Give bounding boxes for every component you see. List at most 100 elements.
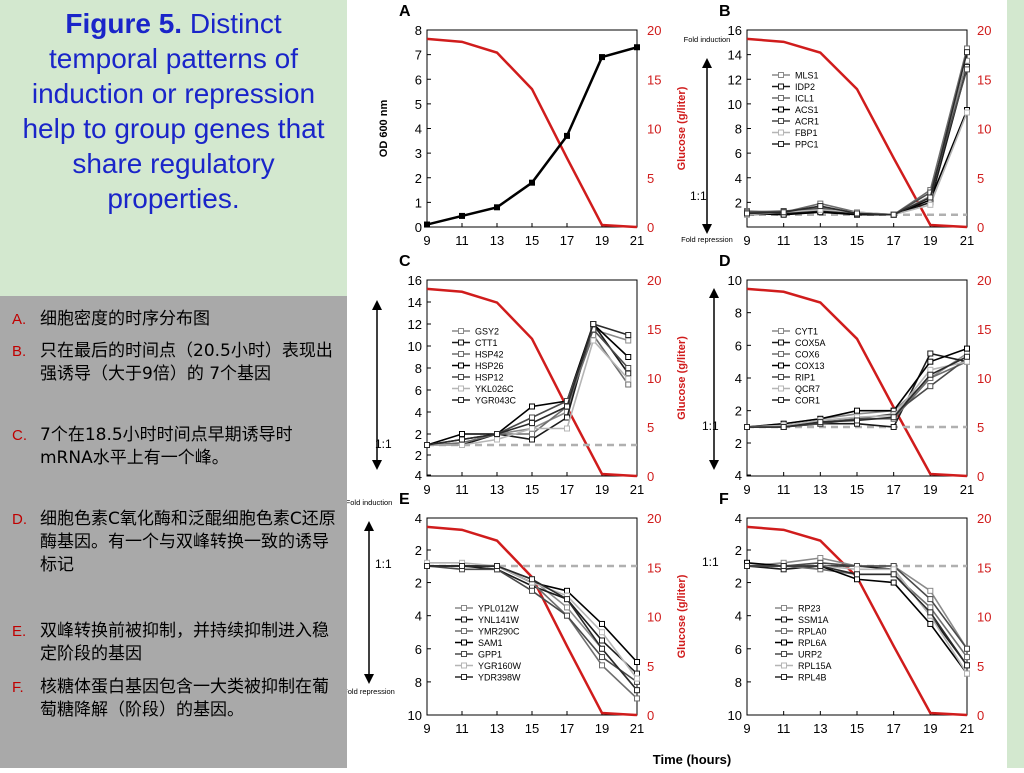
y-tick-label: 2	[735, 404, 742, 419]
list-item-text: 双峰转换前被抑制，并持续抑制进入稳定阶段的基因	[40, 621, 329, 664]
x-tick-label: 17	[886, 721, 900, 736]
series-point	[634, 659, 640, 666]
x-tick-label: 21	[630, 721, 644, 736]
series-point	[564, 612, 570, 619]
series-point	[854, 571, 860, 578]
series-point	[927, 350, 934, 357]
y-tick-label: 2	[735, 436, 742, 451]
y2-tick-label: 10	[647, 122, 661, 137]
series-point	[780, 209, 787, 216]
y-tick-label: 4	[735, 609, 742, 624]
x-tick-label: 15	[850, 482, 864, 497]
legend-marker	[778, 397, 784, 403]
panel-b: B911131517192105101520Glucose (g/liter)2…	[719, 3, 1018, 248]
y-tick-label: 8	[415, 361, 422, 376]
x-tick-label: 21	[630, 482, 644, 497]
legend-label: COX13	[795, 361, 825, 371]
x-tick-label: 15	[525, 482, 539, 497]
series-point	[634, 695, 640, 702]
fold-arrow-down-icon	[372, 460, 382, 470]
y2-tick-label: 20	[647, 273, 661, 288]
legend-marker	[781, 662, 787, 669]
od-point	[424, 221, 430, 228]
series-point	[744, 424, 750, 430]
legend-label: FBP1	[795, 128, 818, 138]
panel-frame	[426, 517, 638, 716]
series-point	[817, 563, 824, 569]
glucose-line	[746, 287, 968, 478]
legend-marker	[781, 651, 787, 657]
legend-marker	[458, 385, 464, 392]
legend-label: ACR1	[795, 117, 819, 127]
x-tick-label: 13	[813, 233, 827, 248]
series-point	[494, 431, 500, 437]
list-item: C. 7个在18.5小时时间点早期诱导时mRNA水平上有一个峰。	[12, 424, 342, 470]
y2-tick-label: 0	[647, 469, 654, 484]
legend-marker	[461, 616, 467, 623]
y-tick-label: 4	[415, 405, 422, 420]
y-tick-label: 8	[735, 306, 742, 321]
legend-marker	[778, 362, 784, 369]
y2-tick-label: 0	[647, 220, 654, 235]
y-tick-label: 10	[408, 339, 422, 354]
series-point	[927, 604, 934, 611]
series-point	[564, 587, 570, 594]
series-point	[529, 576, 535, 583]
series-point	[964, 109, 970, 116]
x-tick-label: 17	[886, 233, 900, 248]
y2-tick-label: 0	[647, 708, 654, 723]
panel-frame	[426, 29, 638, 228]
legend-label: YGR043C	[475, 396, 517, 406]
y-tick-label: 3	[415, 146, 422, 161]
series-point	[564, 403, 570, 410]
fold-repression-label: Fold repression	[347, 687, 395, 696]
legend-label: ACS1	[795, 105, 819, 115]
x-tick-label: 11	[455, 482, 469, 497]
legend-marker	[458, 328, 464, 334]
x-tick-label: 13	[490, 721, 504, 736]
y2-tick-label: 15	[647, 72, 661, 87]
y2-tick-label: 10	[647, 610, 661, 625]
legend-label: ICL1	[795, 94, 814, 104]
fold-arrow-down-icon	[709, 460, 719, 470]
legend-marker	[458, 362, 464, 369]
x-tick-label: 17	[560, 233, 574, 248]
series-point	[890, 424, 897, 430]
legend-label: YDR398W	[478, 673, 521, 683]
panel-letter: B	[719, 3, 731, 20]
series-line	[746, 112, 968, 216]
glucose-line	[746, 37, 968, 229]
legend-marker	[778, 374, 784, 380]
legend-marker	[778, 72, 784, 78]
legend-marker	[781, 628, 787, 634]
y-tick-label: 10	[728, 97, 742, 112]
x-tick-label: 21	[960, 482, 974, 497]
legend-label: PPC1	[795, 140, 819, 150]
y-tick-label: 4	[415, 609, 422, 624]
x-tick-label: 11	[455, 233, 469, 248]
series-point	[564, 425, 570, 432]
legend-label: CYT1	[795, 327, 818, 337]
ratio-label: 1:1	[702, 555, 719, 569]
y-tick-label: 2	[735, 543, 742, 558]
x-tick-label: 9	[423, 233, 430, 248]
series-point	[625, 332, 632, 338]
y-tick-label: 8	[735, 122, 742, 137]
od-point	[529, 179, 535, 186]
series-point	[529, 414, 535, 421]
glucose-line	[426, 37, 638, 229]
fold-arrow-down-icon	[364, 674, 374, 684]
series-point	[529, 425, 535, 432]
legend-marker	[461, 662, 467, 669]
y-tick-label: 2	[415, 543, 422, 558]
y-tick-label: 6	[735, 642, 742, 657]
legend-label: RPLA0	[798, 627, 827, 637]
series-point	[494, 436, 500, 443]
y2-tick-label: 10	[977, 371, 991, 386]
y2-tick-label: 20	[977, 273, 991, 288]
list-item-label: F.	[12, 679, 24, 696]
legend-label: QCR7	[795, 384, 820, 394]
od-point	[494, 204, 500, 211]
ratio-label: 1:1	[375, 557, 392, 571]
